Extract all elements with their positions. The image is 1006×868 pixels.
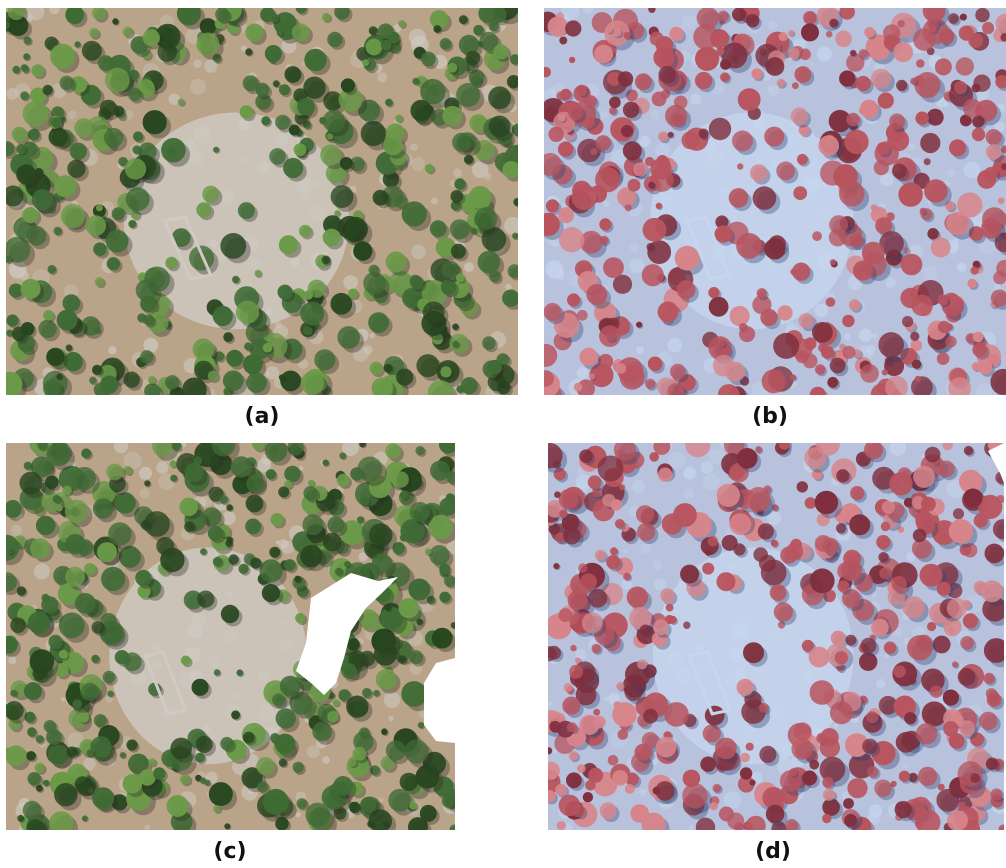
aerial-rgb-image-a (6, 8, 518, 395)
masked-edge-notch (424, 658, 455, 743)
aerial-photo-rgb-masked (6, 443, 455, 830)
aerial-rgb-image-c (6, 443, 455, 830)
caption-b: (b) (752, 404, 788, 429)
aerial-cir-image-d (548, 443, 1004, 830)
vegetation-canopy (544, 8, 1006, 395)
masked-gap (296, 573, 398, 695)
masked-edge (988, 443, 1004, 483)
vegetation-canopy (548, 443, 1004, 830)
caption-d: (d) (755, 839, 791, 864)
caption-c: (c) (213, 839, 247, 864)
caption-a: (a) (244, 404, 280, 429)
aerial-photo-false-color (548, 443, 1004, 830)
aerial-cir-image-b (544, 8, 1006, 395)
vegetation-canopy (6, 8, 518, 395)
aerial-photo-false-color (544, 8, 1006, 395)
aerial-photo-rgb (6, 8, 518, 395)
